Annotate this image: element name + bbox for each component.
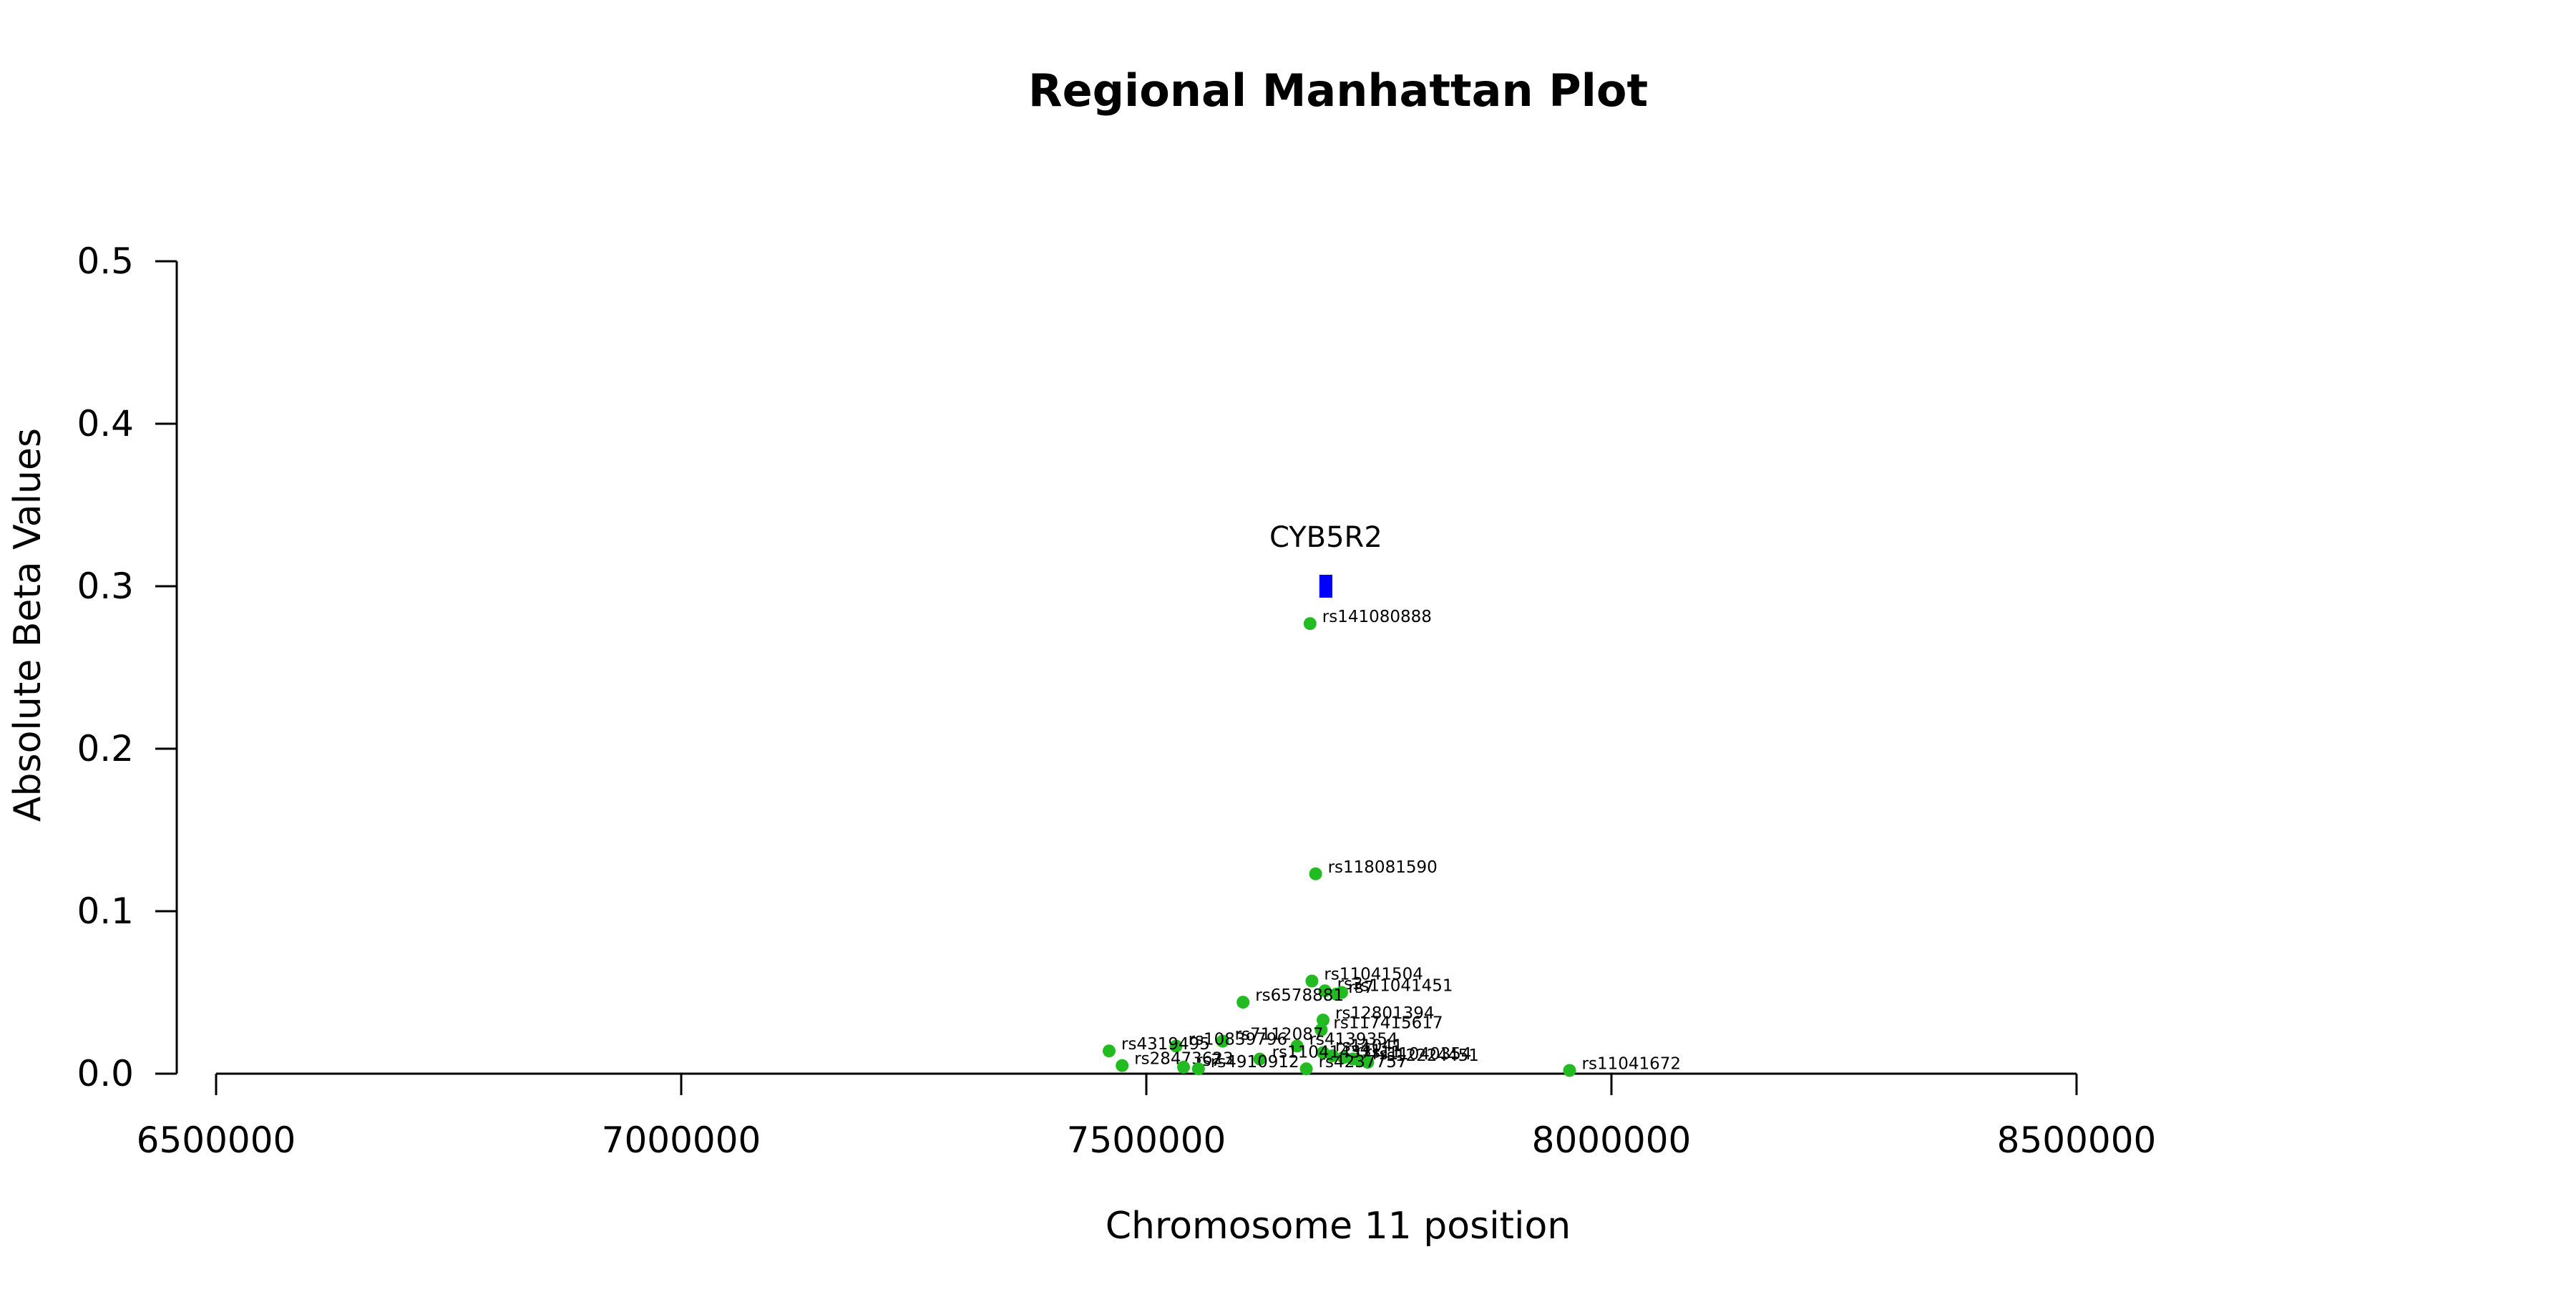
snp-point — [1103, 1044, 1116, 1058]
snp-point — [1253, 1052, 1267, 1066]
gene-cyb5r2-marker — [1319, 575, 1332, 598]
snp-label: rs11041504 — [1324, 966, 1423, 984]
points-layer: rs141080888rs118081590rs11041504rs3rs7rs… — [1103, 608, 1681, 1077]
snp-point — [1318, 984, 1332, 998]
snp-label: rs4910912 — [1211, 1053, 1299, 1072]
snp-label: rs11041451 — [1354, 977, 1453, 996]
x-tick-label: 8500000 — [1997, 1119, 2157, 1161]
snp-label: rs11040354 — [1372, 1045, 1472, 1064]
snp-point — [1314, 1023, 1328, 1036]
snp-point — [1236, 996, 1250, 1009]
chart-title: Regional Manhattan Plot — [1028, 64, 1648, 117]
y-tick-label: 0.5 — [77, 241, 134, 282]
snp-point — [1290, 1039, 1304, 1053]
snp-point — [1335, 986, 1348, 999]
snp-label: rs4139354 — [1309, 1030, 1398, 1049]
y-tick-label: 0.2 — [77, 728, 134, 769]
x-axis-label: Chromosome 11 position — [1106, 1205, 1571, 1248]
snp-label: rs141080888 — [1322, 608, 1432, 626]
y-tick-label: 0.3 — [77, 565, 134, 607]
snp-point — [1303, 617, 1317, 631]
snp-label: rs12224451 — [1380, 1046, 1479, 1065]
y-tick-label: 0.0 — [77, 1053, 134, 1094]
x-ticks: 6500000 7000000 7500000 8000000 8500000 — [137, 1074, 2157, 1161]
snp-point — [1305, 974, 1319, 988]
y-tick-label: 0.1 — [77, 890, 134, 932]
snp-point — [1326, 1049, 1339, 1063]
y-tick-label: 0.4 — [77, 403, 134, 445]
snp-label: rs6578881 — [1255, 986, 1344, 1005]
y-axis-label: Absolute Beta Values — [6, 428, 49, 822]
snp-point — [1177, 1060, 1190, 1074]
snp-label: rs11041672 — [1582, 1054, 1682, 1073]
snp-label: rs7 — [1348, 978, 1374, 997]
snp-label: rs11041437 — [1272, 1044, 1372, 1062]
snp-point — [1116, 1059, 1129, 1072]
gene-layer: CYB5R2 — [1269, 521, 1382, 598]
snp-point — [1309, 867, 1322, 880]
x-tick-label: 7000000 — [602, 1119, 761, 1161]
snp-point — [1299, 1062, 1313, 1076]
snp-label: rs10839796 — [1189, 1030, 1288, 1049]
x-tick-label: 6500000 — [137, 1119, 296, 1161]
snp-label: rs4237757 — [1319, 1053, 1407, 1072]
snp-label: rs12801394 — [1335, 1004, 1435, 1023]
snp-point — [1317, 1014, 1330, 1027]
snp-point — [1169, 1039, 1183, 1053]
x-tick-label: 7500000 — [1067, 1119, 1226, 1161]
snp-point — [1563, 1064, 1576, 1077]
y-ticks: 0.0 0.1 0.2 0.3 0.4 0.5 — [77, 241, 177, 1094]
snp-label: rs7112087 — [1235, 1026, 1324, 1044]
x-tick-label: 8000000 — [1532, 1119, 1692, 1161]
snp-point — [1191, 1062, 1205, 1076]
snp-label: rs118081590 — [1328, 858, 1438, 877]
gene-label: CYB5R2 — [1269, 521, 1382, 554]
snp-label: rs117415617 — [1333, 1014, 1443, 1033]
snp-point — [1361, 1056, 1375, 1069]
snp-point — [1216, 1034, 1229, 1048]
snp-label: rs4319495 — [1121, 1035, 1210, 1054]
